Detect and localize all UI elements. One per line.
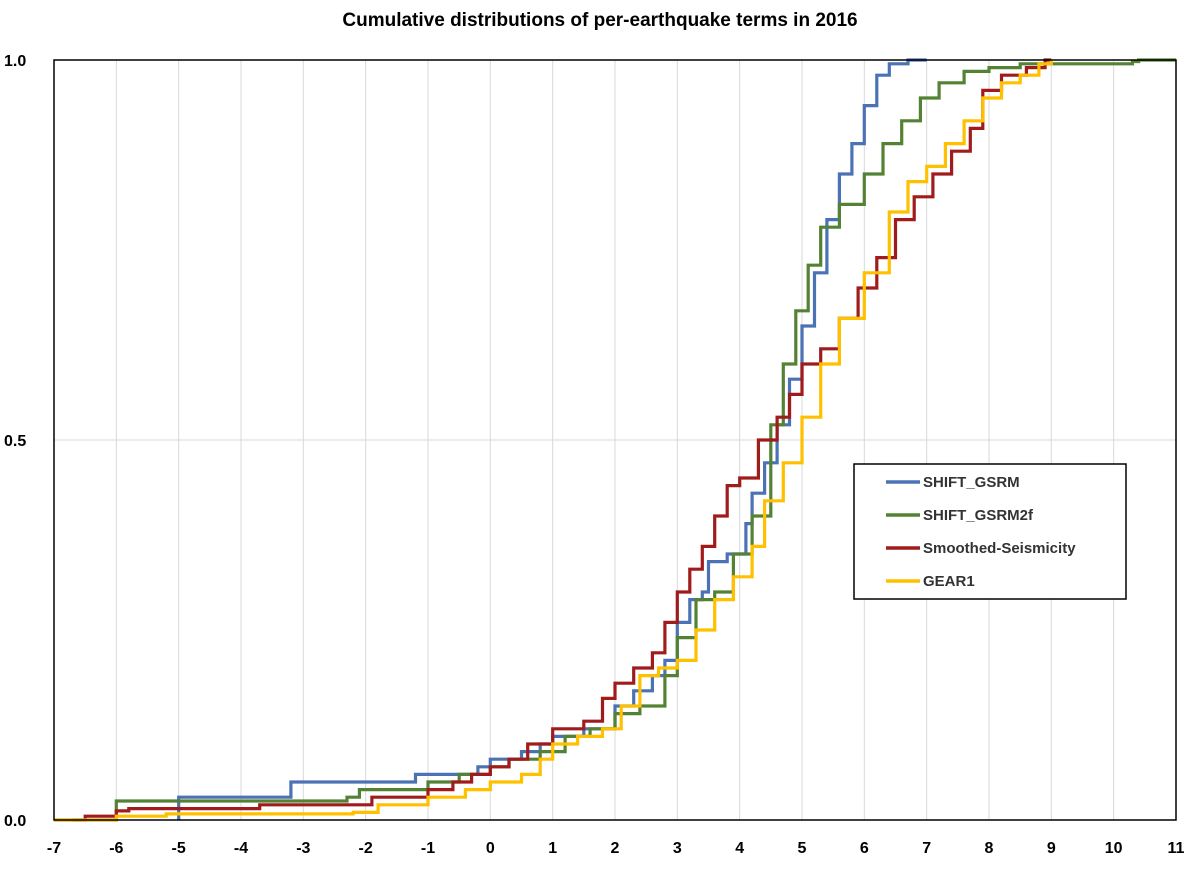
x-tick-label: 6 bbox=[860, 840, 869, 857]
legend: SHIFT_GSRM SHIFT_GSRM2f Smoothed-Seismicit… bbox=[853, 463, 1127, 600]
x-tick-label: 8 bbox=[985, 840, 994, 857]
y-tick-label: 0.5 bbox=[4, 433, 26, 450]
x-tick-label: 10 bbox=[1105, 840, 1123, 857]
chart-title: Cumulative distributions of per-earthqua… bbox=[342, 10, 858, 31]
x-tick-label: 7 bbox=[922, 840, 931, 857]
x-tick-label: -4 bbox=[234, 840, 248, 857]
legend-label: Smoothed-Seismicity bbox=[923, 540, 1076, 557]
legend-box bbox=[853, 463, 1127, 600]
x-tick-label: 5 bbox=[798, 840, 807, 857]
legend-label: SHIFT_GSRM2f bbox=[923, 507, 1034, 524]
x-tick-label: 11 bbox=[1168, 840, 1185, 857]
y-tick-label: 1.0 bbox=[4, 53, 26, 70]
series-layer bbox=[54, 58, 1176, 822]
x-tick-label: -6 bbox=[109, 840, 123, 857]
legend-label: GEAR1 bbox=[923, 573, 975, 590]
tick-layer: -7 -6 -5 -4 -3 -2 -1 0 1 2 3 4 5 6 7 8 9 10 11 0.0 0.5 1.0 bbox=[4, 53, 1185, 857]
x-tick-label: 0 bbox=[486, 840, 495, 857]
x-tick-label: -1 bbox=[421, 840, 435, 857]
series-line-smoothed-seismicity bbox=[72, 58, 1052, 822]
x-tick-label: -7 bbox=[47, 840, 61, 857]
x-tick-label: 4 bbox=[735, 840, 744, 857]
x-tick-label: 1 bbox=[548, 840, 557, 857]
series-line-gear1 bbox=[54, 60, 1053, 822]
x-tick-label: -5 bbox=[172, 840, 186, 857]
x-tick-label: -2 bbox=[359, 840, 373, 857]
x-tick-label: 3 bbox=[673, 840, 682, 857]
y-tick-label: 0.0 bbox=[4, 813, 26, 830]
plot-frame bbox=[53, 59, 1177, 821]
series-line-shift-gsrm2f bbox=[54, 58, 1176, 822]
x-tick-label: -3 bbox=[296, 840, 310, 857]
legend-label: SHIFT_GSRM bbox=[923, 474, 1020, 491]
x-tick-label: 2 bbox=[611, 840, 620, 857]
x-tick-label: 9 bbox=[1047, 840, 1056, 857]
